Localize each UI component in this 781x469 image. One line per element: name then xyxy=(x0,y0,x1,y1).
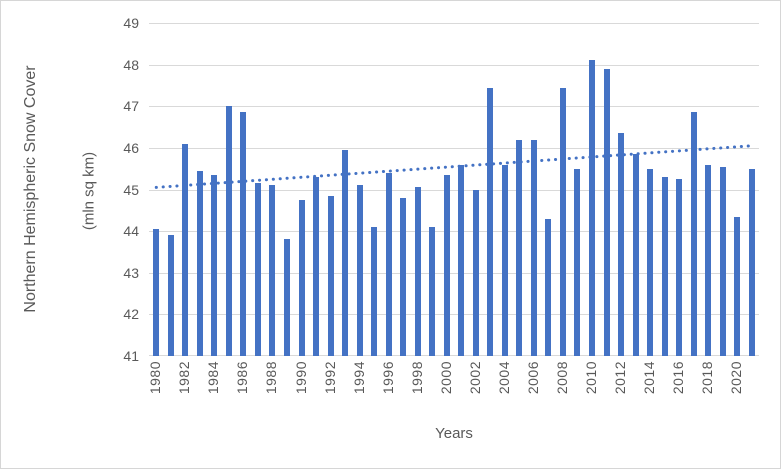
x-tick-label-2012: 2012 xyxy=(612,361,629,395)
bar-1985 xyxy=(225,106,232,356)
x-tick-label-2020: 2020 xyxy=(728,361,745,395)
bar-1980 xyxy=(153,229,160,356)
x-tick-label-1986: 1986 xyxy=(234,361,251,395)
x-tick-label-2014: 2014 xyxy=(641,361,658,395)
bar-2011 xyxy=(603,68,610,356)
gridline-46 xyxy=(149,148,759,149)
x-tick-label-2008: 2008 xyxy=(553,361,570,395)
x-tick-label-2006: 2006 xyxy=(524,361,541,395)
bar-2013 xyxy=(632,154,639,356)
bar-1991 xyxy=(313,177,320,356)
bar-1997 xyxy=(400,197,407,356)
bar-2000 xyxy=(443,174,450,356)
y-tick-label-46: 46 xyxy=(123,139,139,156)
x-tick-label-2010: 2010 xyxy=(582,361,599,395)
bar-1981 xyxy=(167,235,174,356)
x-tick-label-1990: 1990 xyxy=(292,361,309,395)
gridline-47 xyxy=(149,106,759,107)
gridline-41 xyxy=(149,355,759,356)
bar-2020 xyxy=(734,216,741,356)
x-tick-label-2018: 2018 xyxy=(699,361,716,395)
trendline xyxy=(154,144,754,189)
bar-2012 xyxy=(618,133,625,356)
x-tick-label-1982: 1982 xyxy=(176,361,193,395)
bar-1999 xyxy=(429,226,436,356)
x-tick-label-2016: 2016 xyxy=(670,361,687,395)
gridline-44 xyxy=(149,231,759,232)
bar-1982 xyxy=(182,143,189,356)
x-tick-label-1992: 1992 xyxy=(321,361,338,395)
x-tick-label-1994: 1994 xyxy=(350,361,367,395)
bar-1998 xyxy=(414,187,421,356)
bar-2003 xyxy=(487,87,494,356)
bar-1986 xyxy=(240,112,247,356)
bar-1989 xyxy=(283,239,290,356)
bar-1993 xyxy=(342,149,349,356)
y-axis-title: Northern Hemispheric Snow Cover xyxy=(22,65,39,313)
x-tick-label-1996: 1996 xyxy=(379,361,396,395)
x-tick-label-2002: 2002 xyxy=(466,361,483,395)
plot-area xyxy=(149,23,759,356)
x-tick-label-1988: 1988 xyxy=(263,361,280,395)
bar-1983 xyxy=(196,170,203,356)
bar-2016 xyxy=(676,179,683,356)
bar-2017 xyxy=(690,112,697,356)
x-tick-label-2004: 2004 xyxy=(495,361,512,395)
bar-1996 xyxy=(385,172,392,356)
y-tick-label-44: 44 xyxy=(123,223,139,240)
gridline-45 xyxy=(149,190,759,191)
x-tick-label-2000: 2000 xyxy=(437,361,454,395)
bar-1992 xyxy=(327,195,334,356)
bar-2007 xyxy=(545,218,552,356)
bar-2021 xyxy=(748,168,755,356)
bar-2014 xyxy=(647,168,654,356)
bar-1994 xyxy=(356,185,363,356)
x-tick-label-1984: 1984 xyxy=(205,361,222,395)
y-tick-label-41: 41 xyxy=(123,348,139,364)
bar-1988 xyxy=(269,185,276,356)
bar-2018 xyxy=(705,164,712,356)
y-tick-label-42: 42 xyxy=(123,306,139,323)
bar-2015 xyxy=(661,177,668,356)
bar-1990 xyxy=(298,199,305,356)
bar-2004 xyxy=(501,164,508,356)
y-tick-label-43: 43 xyxy=(123,264,139,281)
gridline-49 xyxy=(149,23,759,24)
bar-2019 xyxy=(719,166,726,356)
bar-2006 xyxy=(530,139,537,356)
y-tick-label-45: 45 xyxy=(123,181,139,198)
bar-2008 xyxy=(559,87,566,356)
bar-1984 xyxy=(211,174,218,356)
bar-2010 xyxy=(588,60,595,356)
bar-1987 xyxy=(254,183,261,356)
y-axis-unit-label: (mln sq km) xyxy=(80,151,98,231)
gridline-42 xyxy=(149,314,759,315)
y-tick-label-47: 47 xyxy=(123,98,139,115)
x-tick-label-1998: 1998 xyxy=(408,361,425,395)
x-axis-title: Years xyxy=(435,425,473,442)
y-tick-label-49: 49 xyxy=(123,15,139,31)
gridline-48 xyxy=(149,65,759,66)
bar-2009 xyxy=(574,168,581,356)
x-tick-label-1980: 1980 xyxy=(147,361,164,395)
gridline-43 xyxy=(149,273,759,274)
bar-2005 xyxy=(516,139,523,356)
y-tick-label-48: 48 xyxy=(123,56,139,73)
bar-1995 xyxy=(371,226,378,356)
bar-2002 xyxy=(472,189,479,356)
bar-2001 xyxy=(458,164,465,356)
